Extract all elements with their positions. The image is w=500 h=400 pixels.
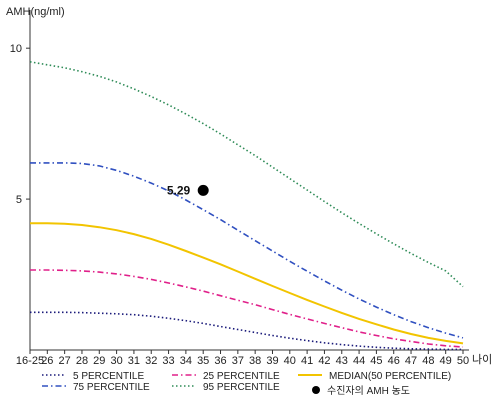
series-line-median-50-percentile [30, 222, 464, 345]
x-tick-label: 42 [318, 355, 330, 367]
x-tick-label: 35 [197, 355, 209, 367]
y-tick-label: 5 [16, 194, 22, 206]
x-tick-label: 36 [214, 355, 226, 367]
series-lines [29, 61, 464, 351]
x-tick-label: 28 [76, 355, 88, 367]
x-tick-label: 44 [353, 355, 365, 367]
x-tick-label: 46 [388, 355, 400, 367]
x-tick-label: 41 [301, 355, 313, 367]
series-line-5-percentile [30, 311, 463, 351]
x-tick-label: 45 [370, 355, 382, 367]
x-tick-label: 32 [145, 355, 157, 367]
legend: 5 PERCENTILE 25 PERCENTILE MEDIAN(50 PERCE… [42, 371, 451, 397]
series-line-75-percentile [30, 162, 464, 339]
legend-label: 25 PERCENTILE [203, 371, 280, 382]
x-tick-label: 27 [59, 355, 71, 367]
patient-marker-group: 5.29 [167, 183, 209, 197]
x-tick-label: 43 [336, 355, 348, 367]
patient-amh-marker [197, 184, 209, 196]
x-tick-label: 31 [128, 355, 140, 367]
x-tick-label: 34 [180, 355, 192, 367]
x-axis-title: 나이 [472, 353, 492, 366]
legend-label: 5 PERCENTILE [73, 371, 144, 382]
x-tick-label: 30 [110, 355, 122, 367]
legend-label: 95 PERCENTILE [203, 382, 280, 393]
y-tick-label: 10 [10, 43, 22, 55]
x-tick-label: 16-25 [16, 355, 44, 367]
x-tick-label: 40 [284, 355, 296, 367]
x-tick-label: 49 [440, 355, 452, 367]
legend-patient-marker [312, 386, 320, 394]
legend-label: MEDIAN(50 PERCENTILE) [329, 371, 451, 382]
x-tick-label: 26 [41, 355, 53, 367]
x-tick-label: 39 [266, 355, 278, 367]
y-axis-title: AMH(ng/ml) [6, 6, 65, 18]
x-tick-label: 48 [422, 355, 434, 367]
x-tick-label: 38 [249, 355, 261, 367]
x-tick-label: 47 [405, 355, 417, 367]
series-line-95-percentile [29, 61, 464, 288]
x-tick-label: 50 [457, 355, 469, 367]
x-tick-label: 37 [232, 355, 244, 367]
x-tick-label: 29 [93, 355, 105, 367]
legend-label: 75 PERCENTILE [73, 382, 150, 393]
series-line-25-percentile [30, 269, 464, 348]
legend-label: 수진자의 AMH 농도 [327, 385, 410, 397]
patient-amh-value-label: 5.29 [167, 183, 191, 197]
x-tick-label: 33 [162, 355, 174, 367]
